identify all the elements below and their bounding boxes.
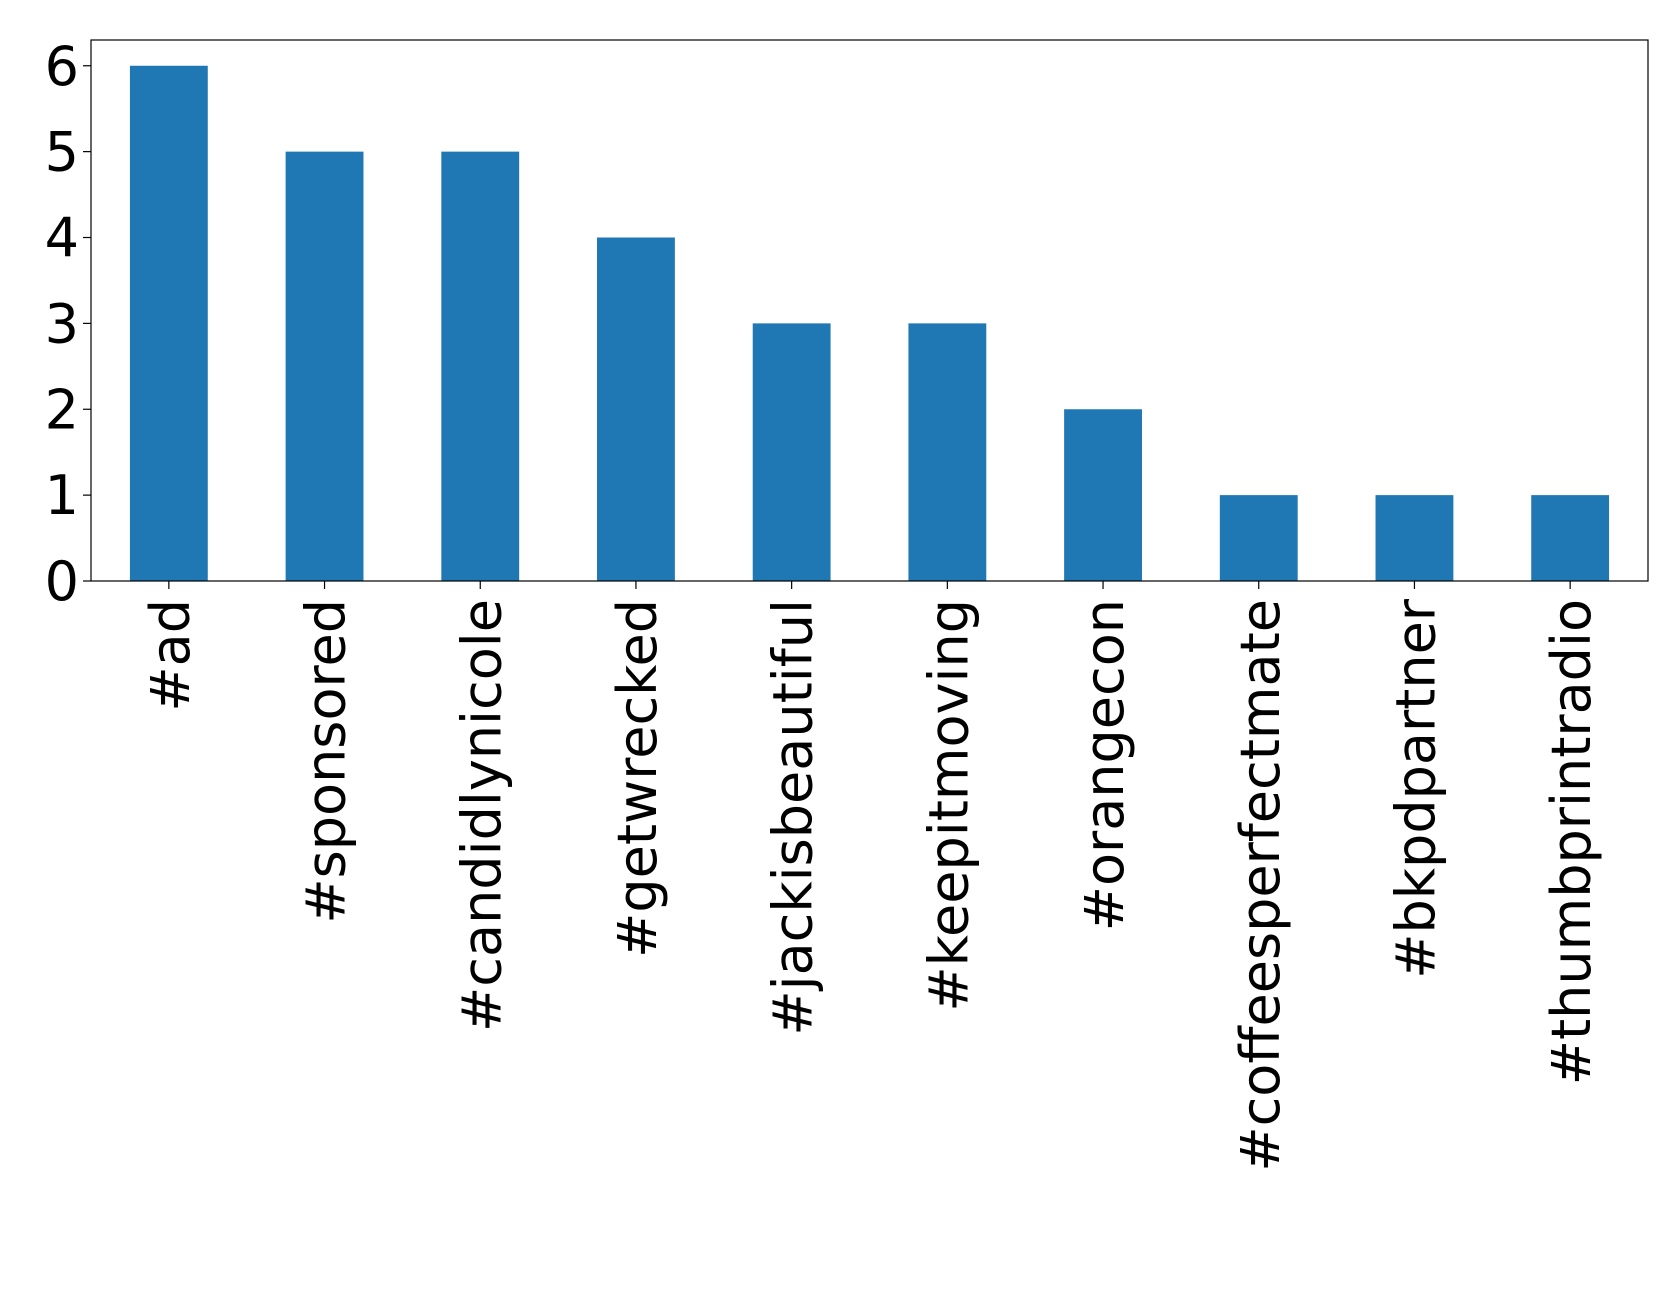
- bar: [752, 323, 831, 581]
- plot-frame: [90, 39, 1649, 582]
- bar: [129, 65, 208, 581]
- y-tick-label: 5: [45, 121, 79, 184]
- bar: [1219, 495, 1298, 581]
- bar: [908, 323, 987, 581]
- bar: [597, 237, 675, 581]
- y-tick-label: 1: [45, 464, 79, 527]
- x-tick-label: #sponsored: [295, 599, 358, 924]
- bar: [1531, 495, 1610, 581]
- x-tick-label: #coffeesperfectmate: [1229, 599, 1292, 1172]
- x-tick-label: #getwrecked: [606, 599, 669, 958]
- y-tick-label: 4: [45, 207, 79, 270]
- x-tick-label: #candidlynicole: [450, 599, 513, 1032]
- y-tick-label: 6: [45, 35, 79, 98]
- bar: [285, 151, 364, 581]
- x-tick-label: #jackisbeautiful: [762, 599, 825, 1036]
- x-tick-label: #bkpdpartner: [1384, 598, 1447, 979]
- x-tick-label: #keepitmoving: [917, 599, 980, 1012]
- y-tick-label: 2: [45, 378, 79, 441]
- y-tick-label: 0: [45, 550, 79, 613]
- bar: [441, 151, 520, 581]
- x-tick-label: #ad: [139, 599, 202, 712]
- x-tick-label: #orangecon: [1073, 599, 1136, 931]
- x-tick-label: #thumbprintradio: [1540, 599, 1603, 1085]
- y-tick-label: 3: [45, 292, 79, 355]
- bar: [1375, 495, 1454, 581]
- bar: [1064, 409, 1142, 581]
